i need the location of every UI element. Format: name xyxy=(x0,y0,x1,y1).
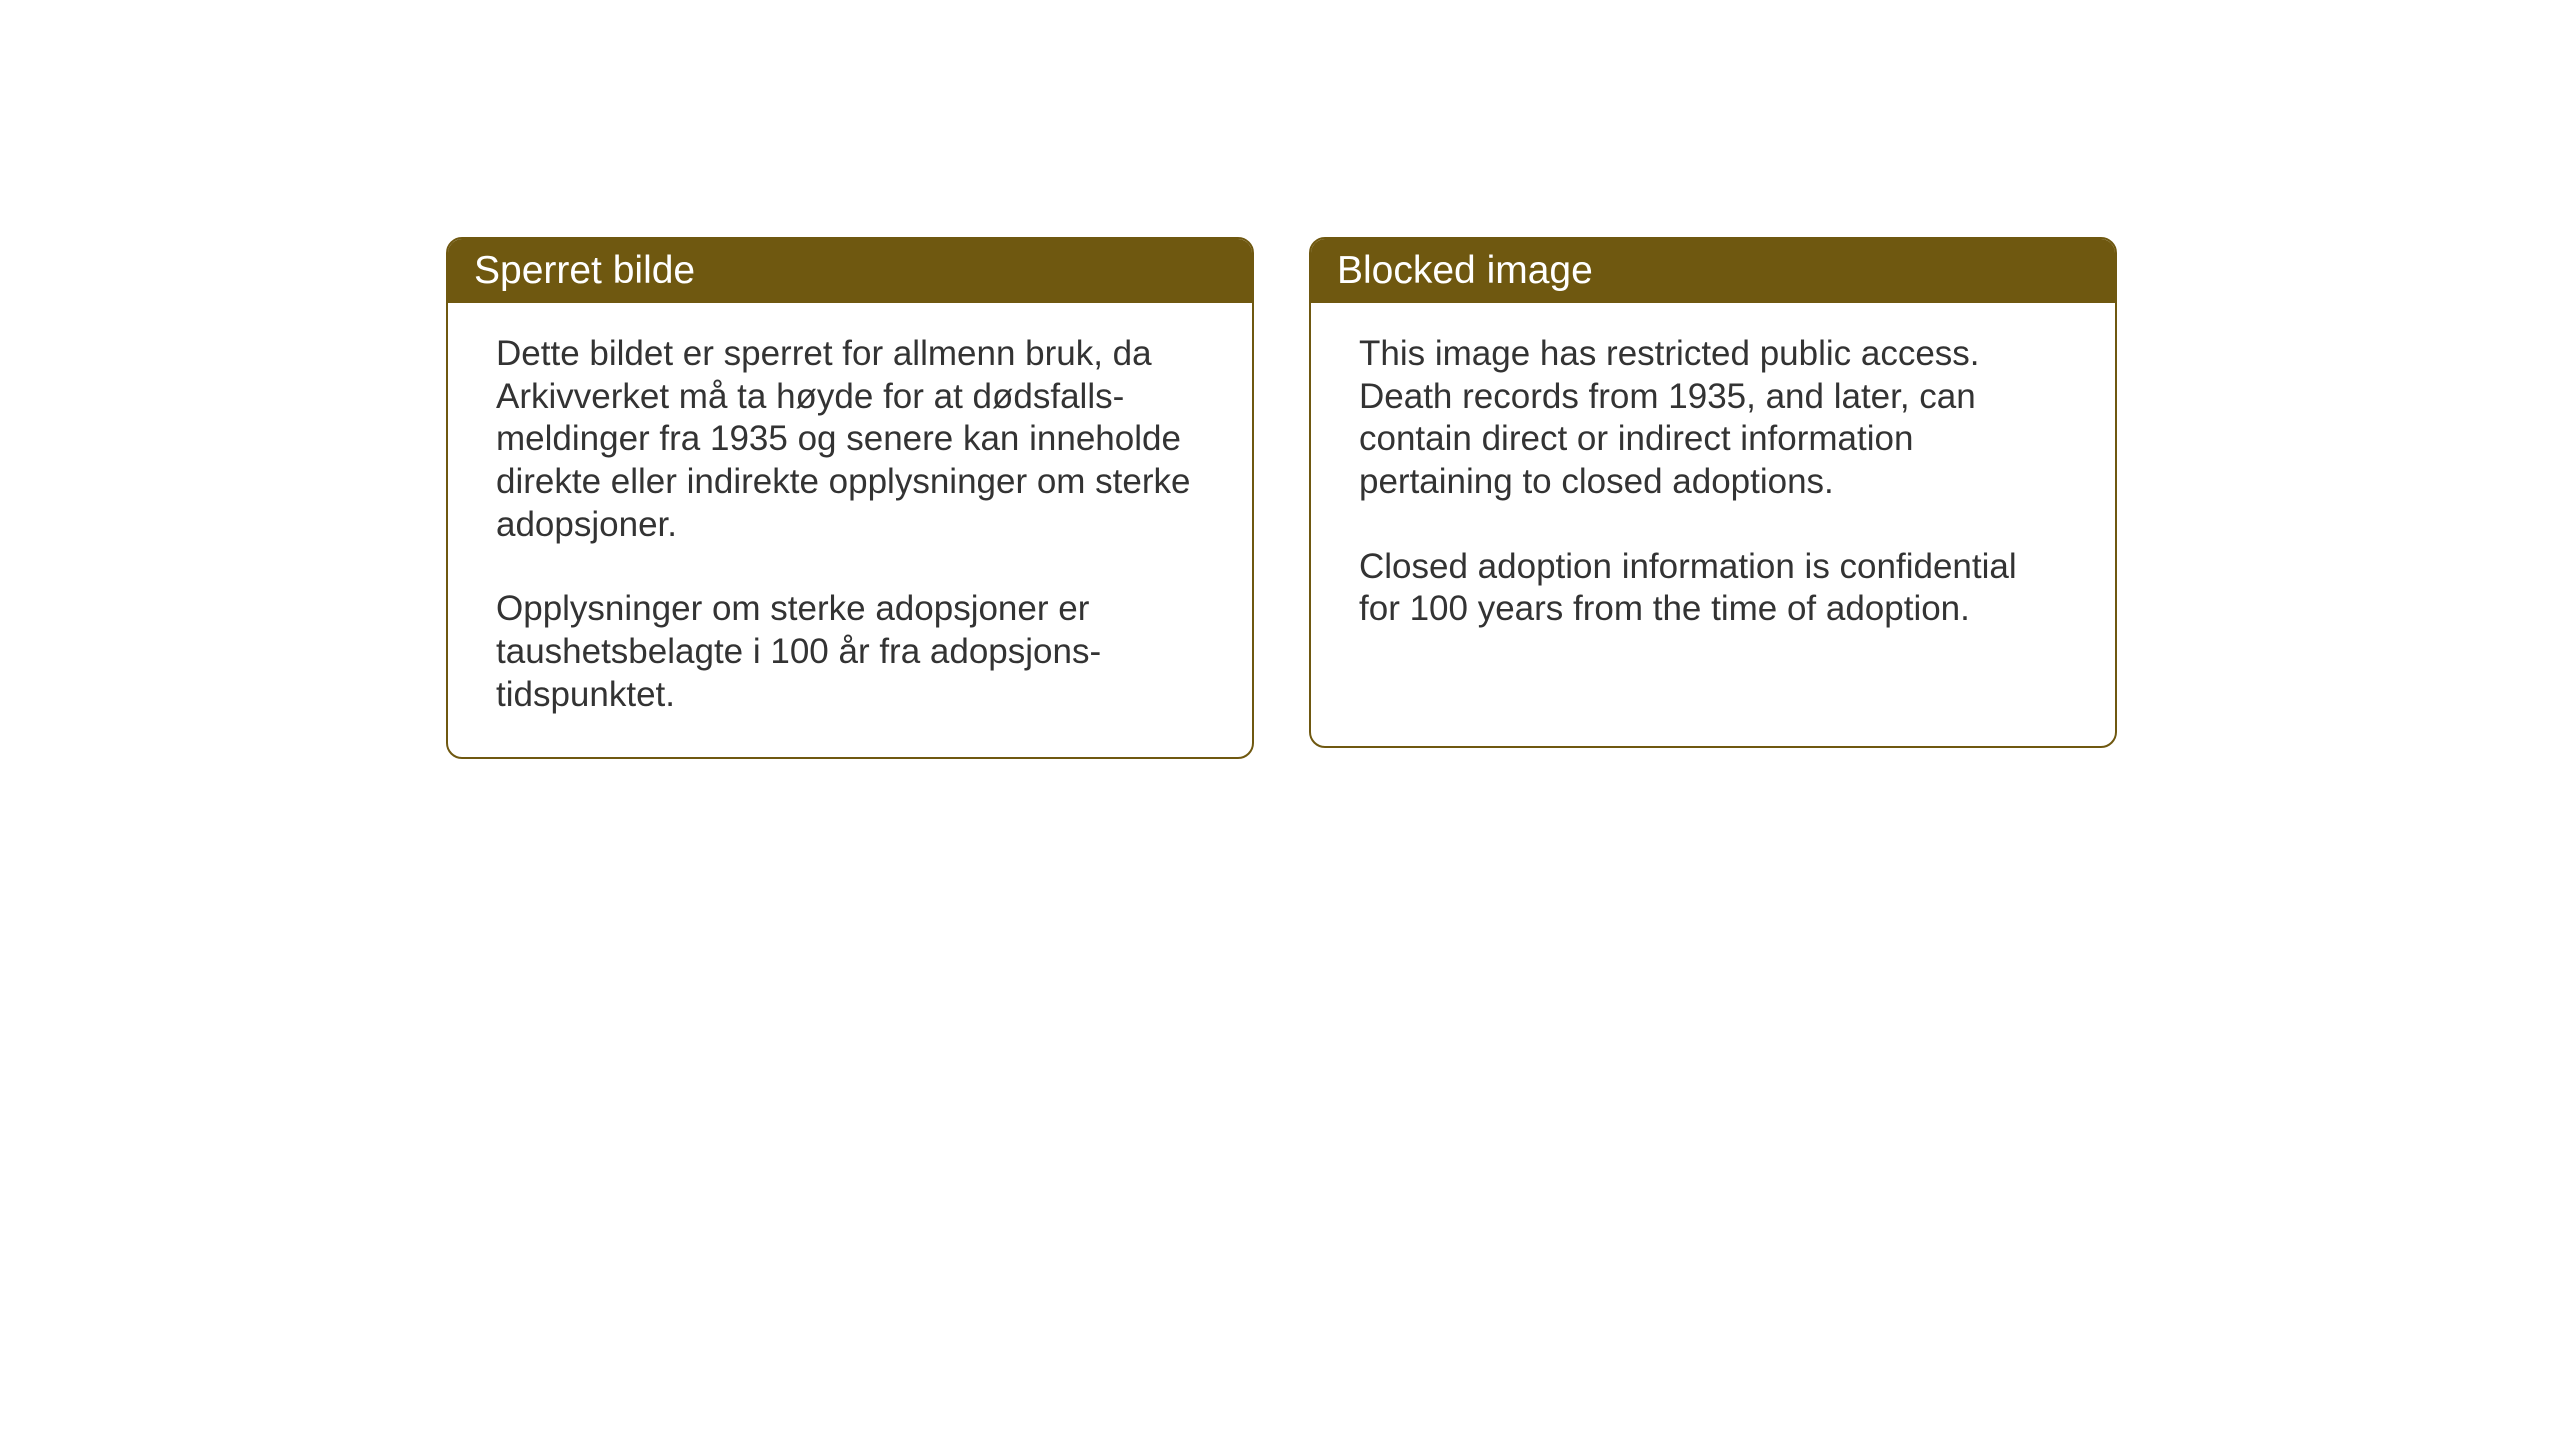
paragraph-2-english: Closed adoption information is confident… xyxy=(1359,546,2067,631)
paragraph-1-english: This image has restricted public access.… xyxy=(1359,333,2067,504)
paragraph-1-norwegian: Dette bildet er sperret for allmenn bruk… xyxy=(496,333,1204,546)
card-header-english: Blocked image xyxy=(1311,239,2115,303)
cards-container: Sperret bilde Dette bildet er sperret fo… xyxy=(446,237,2117,759)
card-english: Blocked image This image has restricted … xyxy=(1309,237,2117,748)
card-header-norwegian: Sperret bilde xyxy=(448,239,1252,303)
card-body-norwegian: Dette bildet er sperret for allmenn bruk… xyxy=(448,303,1252,757)
card-body-english: This image has restricted public access.… xyxy=(1311,303,2115,671)
paragraph-2-norwegian: Opplysninger om sterke adopsjoner er tau… xyxy=(496,588,1204,716)
card-norwegian: Sperret bilde Dette bildet er sperret fo… xyxy=(446,237,1254,759)
